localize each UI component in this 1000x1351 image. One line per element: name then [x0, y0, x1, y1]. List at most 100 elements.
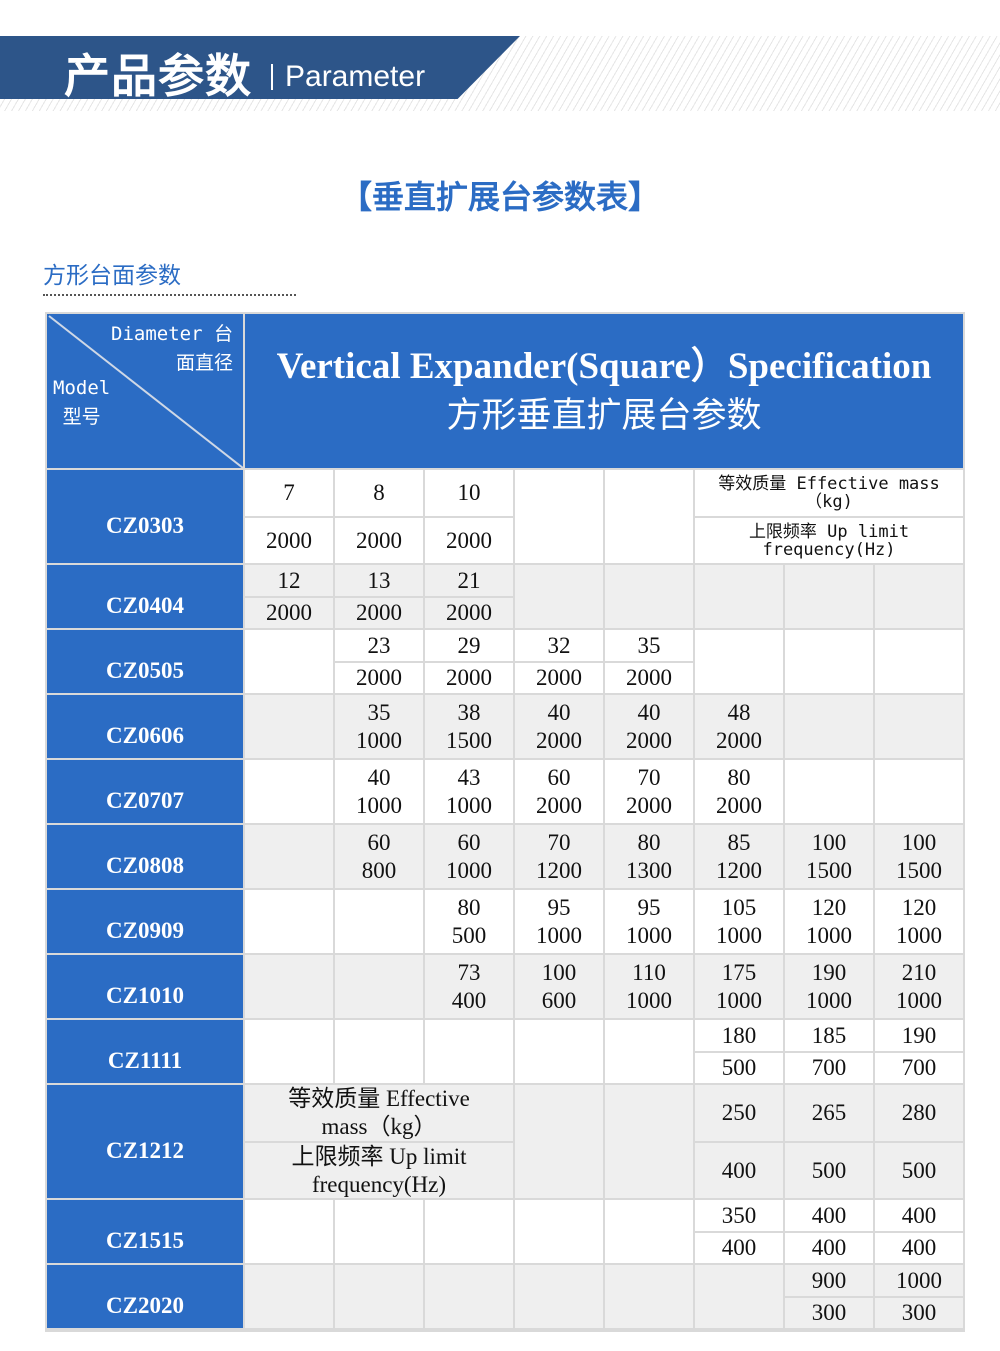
frequency-value: 1000: [536, 922, 582, 948]
mass-value: 180: [721, 1022, 757, 1048]
frequency-value: 400: [451, 987, 487, 1013]
model-name: CZ2020: [106, 1292, 184, 1318]
section-subtitle: 方形台面参数: [43, 263, 181, 289]
empty-cell: [785, 760, 873, 823]
mass-cell: 1000: [875, 1265, 963, 1296]
model-name: CZ0808: [106, 852, 184, 878]
mass-value: 185: [811, 1022, 847, 1048]
mass-value: 32: [547, 632, 571, 658]
mass-value: 400: [811, 1202, 847, 1228]
legend-mass: 等效质量 Effective mass（kg): [718, 474, 940, 512]
mass-cell: 190: [875, 1020, 963, 1051]
value-cell: 120 1000: [785, 890, 873, 953]
mass-cell: 13: [335, 565, 423, 596]
mass-value: 70: [637, 764, 661, 790]
empty-cell: [515, 1085, 603, 1198]
mass-cell: 12: [245, 565, 333, 596]
model-name: CZ1111: [107, 1047, 183, 1073]
legend-mass: 等效质量 Effective mass（kg）: [288, 1086, 470, 1139]
frequency-cell: 400: [875, 1233, 963, 1263]
mass-value: 100: [541, 959, 577, 985]
model-cell: CZ1212: [47, 1085, 243, 1198]
value-cell: 43 1000: [425, 760, 513, 823]
mass-value: 70: [547, 829, 571, 855]
empty-cell: [785, 695, 873, 758]
frequency-cell: 2000: [335, 518, 423, 563]
value-cell: 40 2000: [515, 695, 603, 758]
model-name: CZ0707: [106, 787, 184, 813]
value-cell: 35 1000: [335, 695, 423, 758]
empty-cell: [335, 955, 423, 1018]
value-cell: 60 800: [335, 825, 423, 888]
frequency-value: 2000: [536, 792, 582, 818]
mass-value: 38: [457, 699, 481, 725]
frequency-value: 1000: [626, 922, 672, 948]
empty-cell: [695, 1265, 783, 1328]
value-cell: 120 1000: [875, 890, 963, 953]
mass-cell: 35: [605, 630, 693, 661]
frequency-value: 1000: [356, 727, 402, 753]
frequency-cell: 700: [875, 1053, 963, 1083]
value-cell: 110 1000: [605, 955, 693, 1018]
mass-value: 40: [547, 699, 571, 725]
model-cell: CZ0808: [47, 825, 243, 888]
empty-cell: [515, 1265, 603, 1328]
mass-value: 120: [811, 894, 847, 920]
frequency-value: 2000: [266, 527, 312, 553]
mass-value: 80: [457, 894, 481, 920]
frequency-value: 500: [451, 922, 487, 948]
frequency-value: 600: [541, 987, 577, 1013]
mass-value: 7: [283, 480, 295, 505]
frequency-value: 400: [901, 1235, 937, 1260]
empty-cell: [785, 565, 873, 628]
frequency-value: 1200: [536, 857, 582, 883]
frequency-value: 500: [721, 1055, 757, 1080]
diagonal-line: [48, 315, 243, 468]
mass-value: 40: [367, 764, 391, 790]
mass-value: 10: [457, 480, 481, 505]
mass-value: 350: [721, 1202, 757, 1228]
frequency-value: 1200: [716, 857, 762, 883]
frequency-cell: 2000: [425, 518, 513, 563]
frequency-cell: 2000: [245, 598, 333, 628]
empty-cell: [245, 630, 333, 693]
value-cell: 85 1200: [695, 825, 783, 888]
model-cell: CZ0707: [47, 760, 243, 823]
empty-cell: [605, 1085, 693, 1198]
value-cell: 70 2000: [605, 760, 693, 823]
value-cell: 40 2000: [605, 695, 693, 758]
empty-cell: [335, 1200, 423, 1263]
empty-cell: [245, 825, 333, 888]
empty-cell: [425, 1265, 513, 1328]
legend-mass-cell: 等效质量 Effective mass（kg): [695, 470, 963, 516]
mass-value: 80: [727, 764, 751, 790]
mass-value: 1000: [896, 1267, 942, 1293]
value-cell: 38 1500: [425, 695, 513, 758]
value-cell: 80 500: [425, 890, 513, 953]
mass-value: 35: [367, 699, 391, 725]
mass-value: 60: [367, 829, 391, 855]
frequency-value: 1300: [626, 857, 672, 883]
frequency-cell: 2000: [425, 598, 513, 628]
empty-cell: [695, 565, 783, 628]
value-cell: 48 2000: [695, 695, 783, 758]
frequency-value: 2000: [626, 792, 672, 818]
empty-cell: [245, 890, 333, 953]
mass-value: 105: [721, 894, 757, 920]
frequency-value: 300: [901, 1300, 937, 1325]
mass-value: 23: [367, 632, 391, 658]
frequency-cell: 2000: [425, 663, 513, 693]
empty-cell: [425, 1020, 513, 1083]
legend-freq: 上限频率 Up limit frequency(Hz): [748, 521, 910, 560]
mass-cell: 185: [785, 1020, 873, 1051]
empty-cell: [875, 760, 963, 823]
mass-cell: 23: [335, 630, 423, 661]
mass-value: 250: [721, 1100, 757, 1125]
frequency-cell: 400: [695, 1143, 783, 1198]
mass-value: 900: [811, 1267, 847, 1293]
mass-cell: 10: [425, 470, 513, 516]
value-cell: 60 1000: [425, 825, 513, 888]
mass-value: 40: [637, 699, 661, 725]
empty-cell: [875, 630, 963, 693]
frequency-cell: 300: [785, 1298, 873, 1328]
